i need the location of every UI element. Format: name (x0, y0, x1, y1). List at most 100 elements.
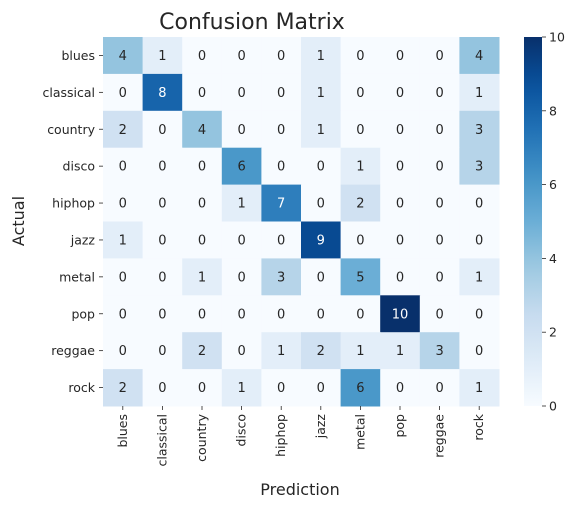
heatmap-cell (380, 369, 421, 407)
heatmap-cell (103, 332, 144, 370)
cell-value-label: 0 (237, 344, 245, 359)
heatmap-cell (261, 258, 302, 296)
cell-value-label: 0 (277, 160, 285, 175)
y-tick-label: country (47, 122, 95, 137)
cell-value-label: 2 (119, 123, 127, 138)
heatmap-cell (103, 147, 144, 186)
cell-value-label: 1 (356, 344, 364, 359)
cell-value-label: 0 (435, 233, 443, 248)
heatmap-cell (261, 295, 302, 333)
cell-value-label: 0 (435, 307, 443, 322)
heatmap-cell (221, 184, 262, 222)
heatmap-cell (221, 110, 262, 149)
cell-value-label: 0 (396, 86, 404, 101)
heatmap-cell (103, 110, 144, 149)
cell-value-label: 3 (277, 270, 285, 285)
cell-value-label: 0 (435, 197, 443, 212)
heatmap-cell (142, 258, 183, 296)
cell-value-label: 0 (277, 49, 285, 64)
heatmap-cell (142, 295, 183, 333)
heatmap-cell (459, 73, 500, 112)
cell-value-label: 0 (277, 307, 285, 322)
heatmap-cell (103, 295, 144, 333)
cell-value-label: 1 (356, 160, 364, 175)
cell-value-label: 0 (237, 86, 245, 101)
heatmap-cell (459, 147, 500, 186)
cell-value-label: 0 (475, 307, 483, 322)
heatmap-cell (459, 37, 500, 75)
cell-value-label: 0 (356, 123, 364, 138)
cell-value-label: 1 (475, 86, 483, 101)
heatmap-cell (103, 184, 144, 222)
cell-value-label: 0 (158, 160, 166, 175)
heatmap-cell (182, 110, 223, 149)
cell-value-label: 1 (119, 233, 127, 248)
heatmap-cell (459, 295, 500, 333)
cell-value-label: 6 (237, 160, 245, 175)
cell-value-label: 3 (475, 123, 483, 138)
heatmap-cell (103, 37, 144, 75)
cell-value-label: 1 (475, 270, 483, 285)
cell-value-label: 0 (158, 233, 166, 248)
heatmap-cell (380, 221, 421, 259)
colorbar-tick-label: 2 (549, 325, 557, 340)
heatmap-cell (103, 369, 144, 407)
heatmap-cell (380, 184, 421, 222)
heatmap-cell (419, 332, 460, 370)
chart-title: Confusion Matrix (159, 10, 345, 35)
heatmap-cell (301, 110, 342, 149)
x-tick-label: rock (471, 413, 486, 440)
x-tick-label: pop (392, 414, 407, 438)
cell-value-label: 0 (237, 123, 245, 138)
heatmap-cell (419, 147, 460, 186)
cell-value-label: 0 (198, 197, 206, 212)
heatmap-cell (221, 73, 262, 112)
heatmap-cell (142, 221, 183, 259)
cell-value-label: 0 (396, 270, 404, 285)
cell-value-label: 0 (396, 123, 404, 138)
cell-value-label: 0 (356, 307, 364, 322)
cell-value-label: 0 (158, 197, 166, 212)
heatmap-cell (380, 37, 421, 75)
heatmap-cell (182, 369, 223, 407)
y-tick-label: metal (59, 269, 95, 284)
heatmap-cell (182, 258, 223, 296)
y-tick-labels: blues classical country disco hiphop jazz meta… (42, 48, 103, 395)
x-tick-label: metal (352, 414, 367, 450)
heatmap-cell (340, 369, 381, 407)
heatmap-cell (221, 332, 262, 370)
cell-value-label: 5 (356, 270, 364, 285)
cell-value-label: 0 (317, 160, 325, 175)
cell-value-label: 1 (237, 381, 245, 396)
heatmap-cell (459, 221, 500, 259)
y-tick-label: classical (42, 85, 95, 100)
colorbar-gradient (524, 37, 542, 406)
heatmap-cell (261, 184, 302, 222)
heatmap-cell (182, 73, 223, 112)
cell-value-label: 1 (237, 197, 245, 212)
cell-value-label: 0 (198, 86, 206, 101)
cell-value-label: 0 (435, 160, 443, 175)
y-tick-label: disco (63, 159, 95, 174)
x-axis-label: Prediction (260, 480, 339, 499)
cell-value-label: 0 (277, 381, 285, 396)
x-tick-label: hiphop (273, 414, 288, 457)
heatmap-cell (142, 73, 183, 112)
colorbar-tick-label: 6 (549, 177, 557, 192)
heatmap-cell (142, 37, 183, 75)
cell-value-label: 2 (198, 344, 206, 359)
heatmap-cell (380, 332, 421, 370)
cell-value-label: 0 (158, 270, 166, 285)
x-tick-label: classical (154, 414, 169, 467)
cell-value-label: 0 (237, 233, 245, 248)
cell-value-label: 0 (237, 307, 245, 322)
heatmap-cell (459, 258, 500, 296)
cell-value-label: 0 (119, 270, 127, 285)
cell-value-label: 0 (119, 344, 127, 359)
cell-value-label: 0 (237, 49, 245, 64)
cell-value-label: 0 (119, 86, 127, 101)
heatmap-cell (340, 258, 381, 296)
cell-value-label: 0 (198, 381, 206, 396)
heatmap-cells: 4 1 0 0 0 1 0 0 0 40 8 0 0 0 1 0 0 0 12 0 4 0 0 1 0 0 0 30 0 0 6 0 0 1 0 0 3… (103, 37, 500, 407)
heatmap-cell (142, 147, 183, 186)
